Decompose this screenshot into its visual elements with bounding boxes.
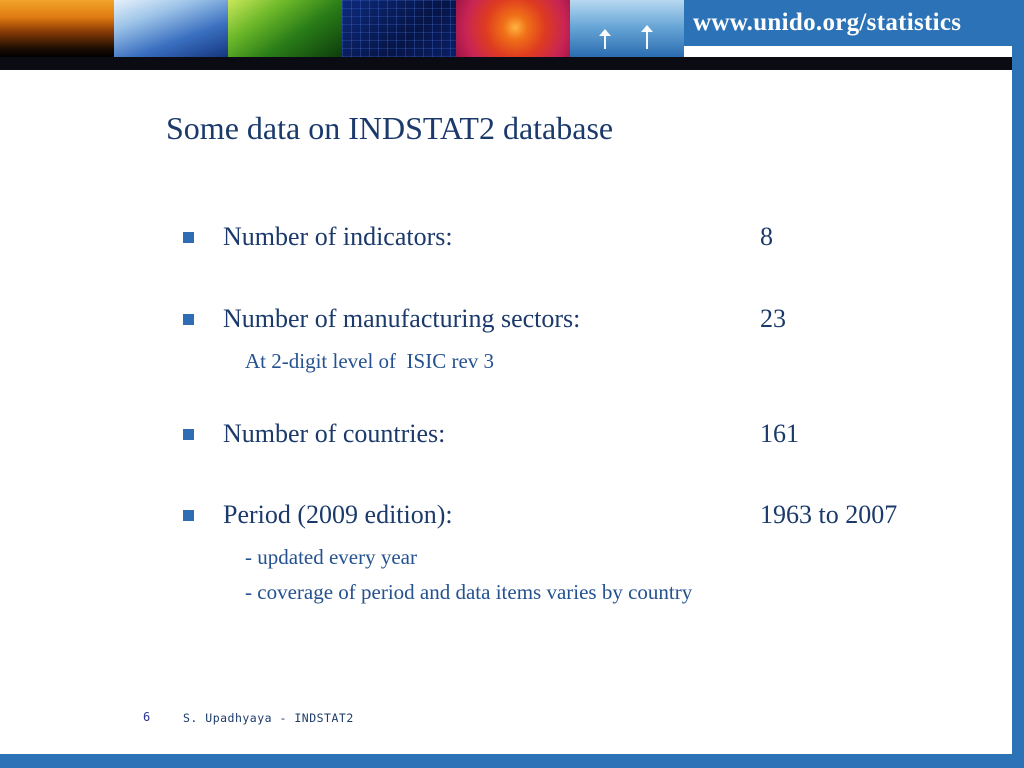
page-number: 6 [143,710,151,724]
bullet-square-icon [183,314,194,325]
bottom-edge-bar [0,754,1024,768]
bullet-row-sectors: Number of manufacturing sectors: 23 [0,304,1000,338]
dark-divider-bar [0,57,1012,70]
bullet-label: Number of countries: [223,419,446,448]
bullet-value: 1963 to 2007 [760,500,898,529]
photo-wind-turbines [570,0,684,57]
bullet-row-period: Period (2009 edition): 1963 to 2007 [0,500,1000,534]
photo-green-leaf [228,0,342,57]
wind-turbine-shape [641,25,653,49]
bullet-square-icon [183,429,194,440]
bullet-value: 161 [760,419,799,448]
photo-red-flower [456,0,570,57]
photo-laboratory-glassware [114,0,228,57]
photo-sunset-silhouette [0,0,114,57]
bullet-label: Number of manufacturing sectors: [223,304,581,333]
bullet-row-countries: Number of countries: 161 [0,419,1000,453]
wind-turbine-shape [599,29,611,49]
right-edge-bar [1012,0,1024,768]
footer-author-text: S. Upadhyaya - INDSTAT2 [183,711,354,725]
bullet-row-indicators: Number of indicators: 8 [0,222,1000,256]
bullet-value: 8 [760,222,773,251]
sectors-note: At 2-digit level of ISIC rev 3 [245,349,495,373]
slide-title: Some data on INDSTAT2 database [166,110,614,146]
bullet-label: Number of indicators: [223,222,453,251]
period-note-updated: - updated every year [245,545,417,569]
photo-circuit-board [342,0,456,57]
period-note-coverage: - coverage of period and data items vari… [245,580,693,604]
bullet-square-icon [183,510,194,521]
header-bar: www.unido.org/statistics [684,0,1024,46]
bullet-square-icon [183,232,194,243]
header-url: www.unido.org/statistics [693,9,962,36]
bullet-label: Period (2009 edition): [223,500,453,529]
bullet-value: 23 [760,304,786,333]
photo-strip [0,0,684,57]
